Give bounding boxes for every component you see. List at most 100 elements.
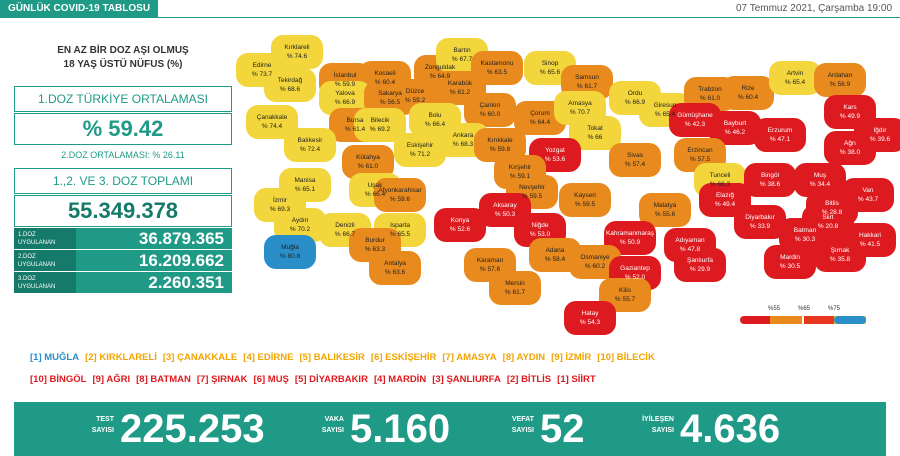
province-name: Siirt [822,214,833,221]
second-avg: 2.DOZ ORTALAMASI: % 26.11 [61,150,185,160]
province-name: Tunceli [710,172,731,179]
total-value: 55.349.378 [14,195,232,227]
ranking-item: [5] BALIKESİR [299,352,365,363]
province [394,133,446,167]
province-rate: % 39.6 [870,136,891,143]
stat-value: 225.253 [120,407,265,451]
province-name: Konya [451,217,470,224]
province [561,65,613,99]
province-rate: % 65.1 [295,186,316,193]
province-rate: % 53.6 [545,156,566,163]
province-name: Kahramanmaraş [606,230,655,237]
stat-label-line: SAYISI [511,427,534,434]
province-name: Adıyaman [675,237,705,244]
province-rate: % 61.0 [700,95,721,102]
province-rate: % 58.4 [545,256,566,263]
province [802,205,854,239]
legend-swatch [804,316,836,324]
province-rate: % 73.7 [252,71,273,78]
province [794,163,846,197]
province-rate: % 30.5 [780,263,801,270]
province-name: Sakarya [378,90,402,97]
province-rate: % 57.6 [480,266,501,273]
province-rate: % 63.6 [385,269,406,276]
province [529,238,581,272]
province [639,193,691,227]
province-rate: % 59.2 [405,97,426,104]
province [264,235,316,269]
province-rate: % 69.2 [370,126,391,133]
province-name: Erzurum [768,127,793,134]
province [709,111,761,145]
province [769,61,821,95]
province-name: Şanlıurfa [687,257,713,264]
province-name: Batman [794,227,817,234]
province-name: Burdur [365,237,385,244]
province-rate: % 66.3 [710,181,731,188]
province-name: Mardin [780,254,800,261]
province-rate: % 49.4 [715,201,736,208]
top-ranking: [1] MUĞLA [2] KIRKLARELİ [3] ÇANAKKALE [4] … [30,352,661,363]
province-name: Zonguldak [425,64,456,71]
province-name: Van [862,187,873,194]
province [342,145,394,179]
ranking-item: [3] ÇANAKKALE [162,352,238,363]
province-rate: % 43.7 [858,196,879,203]
province [569,116,621,150]
province-rate: % 63.5 [487,69,508,76]
ranking-item: [9] AĞRI [92,374,131,385]
ranking-item: [2] KIRKLARELİ [85,352,157,363]
province-rate: % 63.3 [365,246,386,253]
province-name: Aksaray [493,202,517,209]
province [369,251,421,285]
dose-row: 2.DOZ UYGULANAN 16.209.662 [14,250,232,272]
header-title: GÜNLÜK COVID-19 TABLOSU [0,0,159,17]
province-name: Kastamonu [481,60,514,67]
province-name: Niğde [532,222,549,229]
province [319,81,371,115]
province-rate: % 28.8 [822,209,843,216]
province-name: Eskişehir [407,142,434,149]
province-name: Bursa [347,117,364,124]
province-name: Gaziantep [620,265,650,272]
province-rate: % 61.7 [577,83,598,90]
stat-label: TEST SAYISI [74,414,114,436]
province [734,205,786,239]
province [814,63,866,97]
province-rate: % 59.5 [575,201,596,208]
province-rate: % 38.0 [840,149,861,156]
province [609,143,661,177]
province-rate: % 57.4 [625,161,646,168]
province-name: Muş [814,172,827,179]
province-name: Ağrı [844,140,856,147]
province-name: Isparta [390,222,410,229]
bottom-ranking: [10] BİNGÖL [9] AĞRI [8] BATMAN [7] ŞIRNAK [… [30,374,602,385]
province-name: Iğdır [873,127,887,134]
avg-label: 1.DOZ TÜRKİYE ORTALAMASI [14,86,232,112]
province [604,221,656,255]
province-name: Balıkesir [298,137,324,144]
province-name: Nevşehir [519,184,545,191]
province-name: Çanakkale [257,114,288,121]
province-name: Kırıkkale [487,137,513,144]
ranking-item: [3] ŞANLIURFA [432,374,501,385]
province-name: Rize [741,85,754,92]
province-rate: % 65.4 [655,111,676,118]
province-rate: % 55.7 [615,296,636,303]
header-date: 07 Temmuz 2021, Çarşamba 19:00 [735,3,892,14]
ranking-item: [1] SİİRT [557,374,596,385]
dose-label: 1.DOZ UYGULANAN [14,228,76,249]
province-rate: % 53.0 [530,231,551,238]
stat-label: VAKA SAYISI [304,414,344,436]
province [489,271,541,305]
province-labels: Kırklareli % 74.6 Edirne % 73.7 Tekirdağ % 68… [252,44,891,326]
province-rate: % 38.6 [760,181,781,188]
province-name: Kayseri [574,192,596,199]
province-rate: % 42.3 [685,121,706,128]
panel-title: EN AZ BİR DOZ AŞI OLMUŞ [57,45,189,56]
province-name: İstanbul [334,70,357,79]
province-name: İzmir [273,195,288,204]
province [744,163,796,197]
ranking-item: [2] BİTLİS [506,374,552,385]
province [569,245,621,279]
